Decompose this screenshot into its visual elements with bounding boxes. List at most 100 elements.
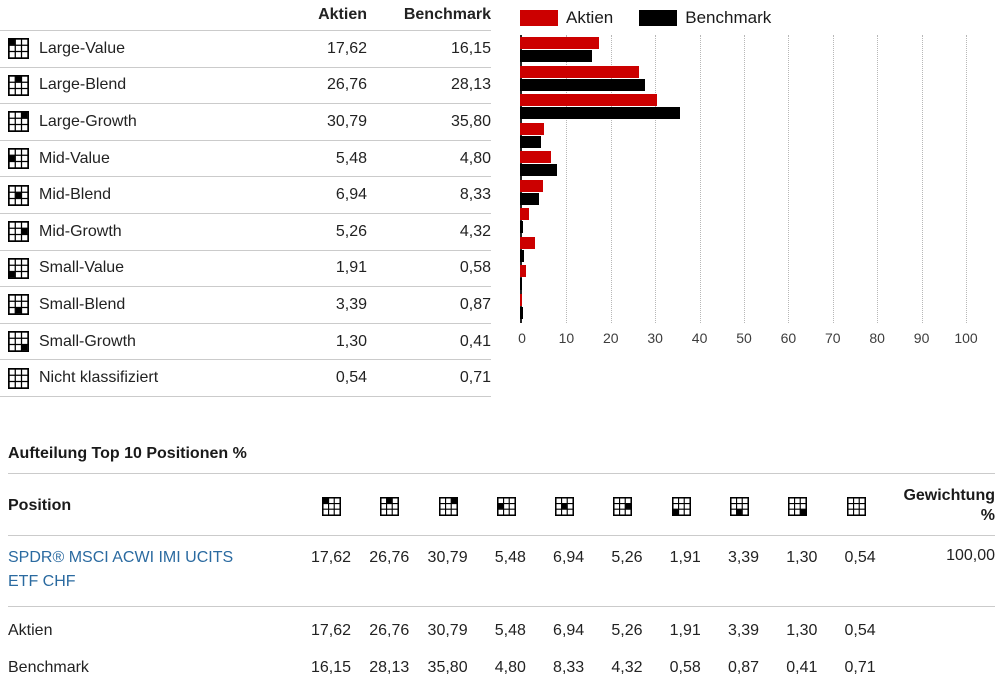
style-table-row: Small-Value 1,91 0,58 xyxy=(0,251,491,288)
position-value: 4,80 xyxy=(494,659,526,676)
category-label: Mid-Growth xyxy=(39,222,122,240)
position-value: 6,94 xyxy=(553,622,585,639)
style-box-icon xyxy=(730,496,750,516)
benchmark-value: 4,32 xyxy=(459,222,491,240)
benchmark-bar xyxy=(520,107,680,119)
positions-row: Benchmark 16,15 28,13 35,80 4,80 8,33 4,32 0,58… xyxy=(8,648,995,688)
aktien-bar xyxy=(520,179,544,192)
aktien-value: 1,91 xyxy=(335,259,367,277)
x-tick-label: 90 xyxy=(913,330,930,346)
style-box-icon xyxy=(8,331,29,353)
benchmark-value: 0,41 xyxy=(459,332,491,350)
position-value: 0,41 xyxy=(786,659,818,676)
position-value: 17,62 xyxy=(310,549,351,566)
benchmark-bar xyxy=(520,192,540,205)
position-value: 28,13 xyxy=(369,659,410,676)
aktien-bar xyxy=(520,65,640,78)
style-box-icon xyxy=(496,496,516,516)
chart-legend: Aktien Benchmark xyxy=(520,7,982,29)
legend-item-aktien: Aktien xyxy=(520,8,613,28)
x-tick-label: 10 xyxy=(558,330,575,346)
category-cell: Small-Value xyxy=(0,257,283,279)
gridline xyxy=(699,35,701,323)
style-box-icon xyxy=(8,294,29,316)
gridline xyxy=(744,35,745,323)
bar-group xyxy=(520,37,966,62)
bar-group xyxy=(520,65,966,91)
positions-row: SPDR® MSCI ACWI IMI UCITS ETF CHF 17,62 26… xyxy=(8,536,995,607)
top-positions-section: Aufteilung Top 10 Positionen % Position G… xyxy=(8,441,995,688)
style-box-icon xyxy=(8,184,29,206)
style-box-icon xyxy=(555,496,575,516)
position-value: 6,94 xyxy=(553,549,585,566)
aktien-bar xyxy=(520,122,545,135)
gridline xyxy=(966,35,967,323)
style-table-header-row: Aktien Benchmark xyxy=(0,0,491,31)
chart-y-axis-line xyxy=(520,35,522,323)
aktien-bar xyxy=(520,37,599,49)
stylebox-column-header xyxy=(817,496,875,516)
chart-plot-area xyxy=(520,35,967,323)
benchmark-value: 4,80 xyxy=(459,149,491,167)
benchmark-value: 16,15 xyxy=(450,39,491,57)
position-link[interactable]: SPDR® MSCI ACWI IMI UCITS ETF CHF xyxy=(8,549,234,590)
gridline xyxy=(877,35,879,323)
style-table-row: Large-Growth 30,79 35,80 xyxy=(0,104,491,141)
benchmark-bar xyxy=(520,278,522,290)
positions-title: Aufteilung Top 10 Positionen % xyxy=(8,441,995,474)
stylebox-column-header xyxy=(409,496,467,516)
chart-x-axis: 0 10 20 30 40 50 60 70 80 90 100 xyxy=(518,330,978,346)
stylebox-column-header xyxy=(759,496,817,516)
style-box-icon xyxy=(613,496,633,516)
position-value: 0,58 xyxy=(669,659,701,676)
position-value: 5,26 xyxy=(611,622,643,639)
position-column-header: Position xyxy=(8,497,72,514)
legend-label-benchmark: Benchmark xyxy=(685,8,772,27)
position-value: 4,32 xyxy=(611,659,643,676)
benchmark-value: 0,87 xyxy=(459,295,491,313)
benchmark-legend-swatch-icon xyxy=(639,10,678,26)
category-cell: Mid-Growth xyxy=(0,221,283,243)
style-box-icon xyxy=(8,221,29,243)
bar-group xyxy=(520,151,966,176)
aktien-value: 5,26 xyxy=(335,222,367,240)
position-value: 17,62 xyxy=(310,622,351,639)
position-value: 16,15 xyxy=(310,659,351,676)
position-value: 26,76 xyxy=(369,549,410,566)
benchmark-bar xyxy=(520,78,646,91)
category-label: Large-Blend xyxy=(39,76,127,94)
position-value: 0,87 xyxy=(727,659,760,676)
category-cell: Large-Growth xyxy=(0,111,283,133)
stylebox-column-header xyxy=(253,496,351,516)
category-label: Small-Blend xyxy=(39,295,126,313)
style-box-icon xyxy=(8,74,29,96)
style-box-icon xyxy=(8,257,29,279)
style-box-icon xyxy=(8,148,29,170)
chart-gridlines xyxy=(522,35,967,323)
bar-group xyxy=(520,208,966,233)
x-tick-label: 30 xyxy=(647,330,663,346)
style-box-icon xyxy=(8,111,29,133)
category-label: Mid-Value xyxy=(39,149,110,167)
position-value: 1,30 xyxy=(786,622,818,639)
positions-row: Aktien 17,62 26,76 30,79 5,48 6,94 5,26 1,91 3,3… xyxy=(8,607,995,648)
style-breakdown-table: Aktien Benchmark Large-Value 17,62 16,15 La… xyxy=(0,0,491,397)
benchmark-bar xyxy=(520,135,542,148)
positions-header-row: Position Gewichtung% xyxy=(8,474,995,536)
style-table-row: Mid-Value 5,48 4,80 xyxy=(0,141,491,178)
category-cell: Small-Blend xyxy=(0,294,283,316)
style-bar-chart: Aktien Benchmark 0 10 20 30 40 50 60 70 80 90 100 xyxy=(518,7,982,346)
gridline xyxy=(921,35,923,323)
category-cell: Small-Growth xyxy=(0,331,283,353)
benchmark-value: 8,33 xyxy=(459,186,491,204)
benchmark-value: 35,80 xyxy=(450,112,491,130)
position-value: 35,80 xyxy=(427,659,468,676)
gridline xyxy=(832,35,834,323)
stylebox-column-header xyxy=(701,496,759,516)
aktien-bar xyxy=(520,208,529,220)
style-table-body: Large-Value 17,62 16,15 Large-Blend 26,76 28,… xyxy=(0,31,491,397)
position-value: 1,91 xyxy=(669,622,701,639)
legend-item-benchmark: Benchmark xyxy=(639,8,771,28)
category-label: Small-Growth xyxy=(39,332,136,350)
category-cell: Large-Blend xyxy=(0,74,283,96)
